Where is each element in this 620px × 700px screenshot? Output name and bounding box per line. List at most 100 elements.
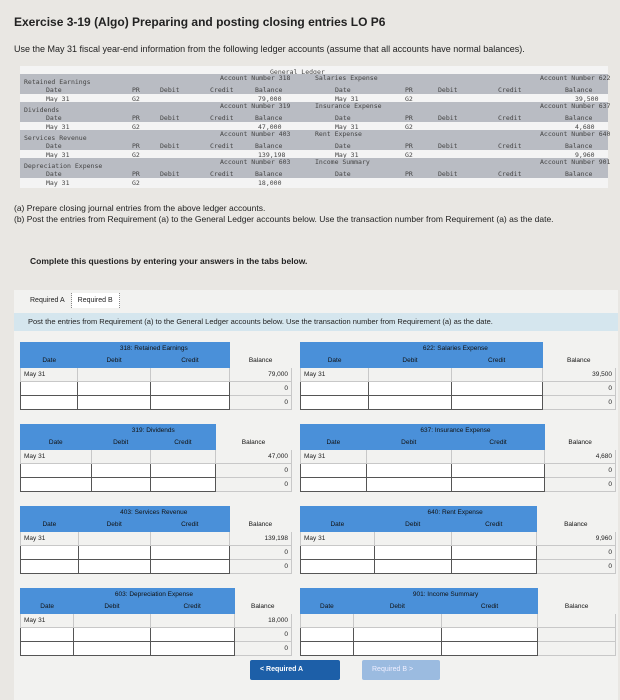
complete-instruction: Complete this questions by entering your…: [30, 256, 308, 266]
account-title: 901: Income Summary: [352, 588, 539, 600]
header-date: Date: [20, 435, 92, 450]
date-input[interactable]: [19, 641, 75, 656]
header-debit: Debit: [373, 517, 452, 532]
header-balance: Balance: [228, 517, 293, 532]
header-credit: Credit: [149, 517, 230, 532]
date-input[interactable]: [300, 545, 375, 560]
header-debit: Debit: [352, 599, 442, 614]
ledger-account-name: Rent Expense: [315, 130, 362, 138]
date-input[interactable]: [19, 395, 79, 410]
date-input[interactable]: [19, 381, 79, 396]
credit-input[interactable]: [450, 545, 537, 560]
col-balance: Balance: [565, 142, 593, 150]
header-date: Date: [300, 599, 354, 614]
credit-input[interactable]: [149, 641, 235, 656]
col-debit: Debit: [438, 170, 458, 178]
debit-input[interactable]: [90, 477, 151, 492]
debit-input[interactable]: [352, 641, 442, 656]
debit-input[interactable]: [77, 545, 151, 560]
credit-input[interactable]: [450, 395, 543, 410]
date-input[interactable]: [300, 627, 354, 642]
header-credit: Credit: [440, 599, 539, 614]
debit-input[interactable]: [368, 395, 452, 410]
intro-text: Use the May 31 fiscal year-end informati…: [14, 44, 525, 54]
debit-input[interactable]: [365, 477, 452, 492]
header-balance: Balance: [541, 353, 617, 368]
row-balance: [537, 627, 616, 642]
col-debit: Debit: [160, 114, 180, 122]
credit-input[interactable]: [149, 545, 230, 560]
account-title: 637: Insurance Expense: [365, 424, 546, 436]
date-input[interactable]: [299, 381, 370, 396]
date-input[interactable]: [20, 477, 92, 492]
debit-input[interactable]: [77, 395, 151, 410]
credit-input[interactable]: [149, 477, 217, 492]
ledger-date: May 31: [46, 123, 70, 131]
tab-required-a[interactable]: Required A: [24, 293, 72, 308]
debit-input[interactable]: [373, 559, 452, 574]
col-credit: Credit: [210, 142, 234, 150]
row-balance: 0: [535, 559, 617, 574]
col-balance: Balance: [255, 86, 283, 94]
date-input[interactable]: [19, 627, 75, 642]
date-input[interactable]: [300, 477, 367, 492]
debit-input[interactable]: [365, 463, 452, 478]
credit-input[interactable]: [149, 381, 231, 396]
credit-input[interactable]: [450, 559, 537, 574]
t-account: 901: Income Summary Date Debit Credit Balanc…: [300, 588, 616, 656]
credit-input[interactable]: [149, 395, 231, 410]
debit-input[interactable]: [90, 463, 151, 478]
row-balance: 9,960: [535, 531, 617, 546]
date-input[interactable]: [300, 641, 354, 656]
row-date: May 31: [19, 613, 75, 628]
date-input[interactable]: [300, 463, 367, 478]
col-pr: PR: [132, 170, 140, 178]
header-credit: Credit: [450, 517, 537, 532]
debit-input[interactable]: [373, 545, 452, 560]
row-balance: 18,000: [233, 613, 293, 628]
date-input[interactable]: [300, 559, 375, 574]
ledger-date: May 31: [46, 95, 70, 103]
tab-required-b[interactable]: Required B: [71, 293, 120, 308]
credit-input[interactable]: [149, 559, 230, 574]
ledger-date: May 31: [46, 179, 70, 187]
date-input[interactable]: [20, 545, 79, 560]
row-balance: 0: [228, 559, 293, 574]
row-balance: 0: [229, 395, 292, 410]
ledger-account-number: Account Number 603: [220, 158, 291, 166]
col-debit: Debit: [438, 142, 458, 150]
debit-input[interactable]: [352, 627, 442, 642]
ledger-account-number: Account Number 622: [540, 74, 611, 82]
ledger-account-number: Account Number 319: [220, 102, 291, 110]
row-date: May 31: [20, 449, 92, 464]
next-required-b-button[interactable]: Required B >: [362, 660, 440, 680]
header-debit: Debit: [368, 353, 452, 368]
debit-input[interactable]: [368, 381, 452, 396]
row-balance: 0: [544, 463, 616, 478]
date-input[interactable]: [299, 395, 370, 410]
credit-input[interactable]: [450, 463, 546, 478]
col-date: Date: [335, 114, 351, 122]
date-input[interactable]: [20, 559, 79, 574]
debit-input[interactable]: [77, 559, 151, 574]
credit-input[interactable]: [149, 627, 235, 642]
general-ledger-image: General Ledger Retained Earnings Account N…: [20, 66, 611, 188]
debit-input[interactable]: [73, 627, 151, 642]
date-input[interactable]: [20, 463, 92, 478]
ledger-band: [20, 102, 608, 122]
row-balance: [537, 613, 616, 628]
row-balance: 139,198: [228, 531, 293, 546]
prev-required-a-button[interactable]: < Required A: [250, 660, 340, 680]
debit-input[interactable]: [73, 641, 151, 656]
credit-input[interactable]: [440, 627, 539, 642]
col-credit: Credit: [498, 142, 522, 150]
row-balance: 79,000: [229, 367, 292, 382]
credit-input[interactable]: [440, 641, 539, 656]
credit-input[interactable]: [450, 381, 543, 396]
debit-input[interactable]: [77, 381, 151, 396]
credit-input[interactable]: [450, 477, 546, 492]
col-date: Date: [46, 86, 62, 94]
header-balance: Balance: [229, 353, 292, 368]
credit-input[interactable]: [149, 463, 217, 478]
account-title: 403: Services Revenue: [77, 506, 230, 518]
